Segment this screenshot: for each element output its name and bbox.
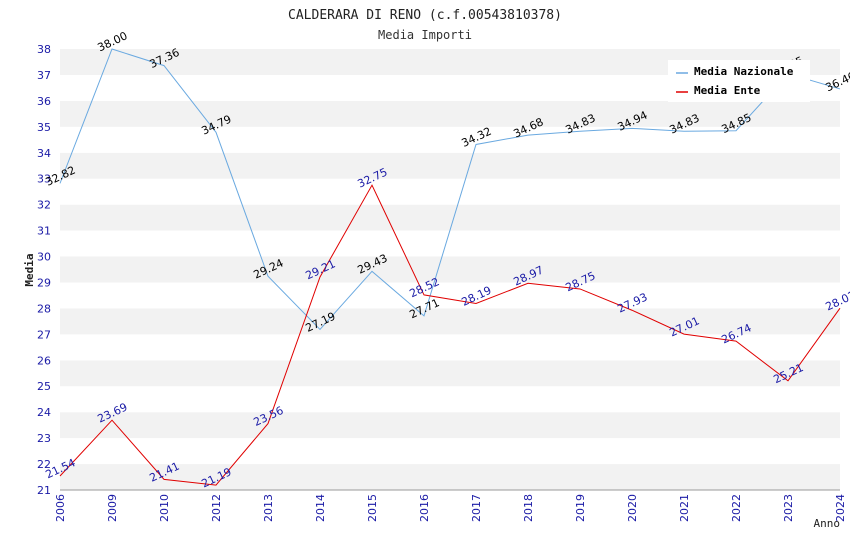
x-tick-label: 2016 — [418, 494, 431, 522]
y-tick-label: 26 — [37, 354, 51, 367]
grid-band — [60, 334, 840, 361]
y-axis-label: Media — [23, 253, 36, 286]
x-tick-label: 2017 — [470, 494, 483, 522]
grid-bands — [60, 49, 840, 490]
x-axis-label: Anno — [814, 517, 841, 530]
y-tick-label: 23 — [37, 432, 51, 445]
y-tick-label: 29 — [37, 276, 51, 289]
grid-band — [60, 256, 840, 283]
x-tick-label: 2018 — [522, 494, 535, 522]
grid-band — [60, 386, 840, 413]
legend-label-media-nazionale: Media Nazionale — [694, 65, 794, 78]
x-tick-label: 2020 — [626, 494, 639, 522]
chart-subtitle: Media Importi — [378, 28, 472, 42]
x-tick-label: 2021 — [678, 494, 691, 522]
x-tick-label: 2009 — [106, 494, 119, 522]
y-tick-label: 34 — [37, 147, 51, 160]
legend: Media Nazionale Media Ente — [668, 60, 810, 102]
legend-label-media-ente: Media Ente — [694, 84, 761, 97]
x-tick-label: 2014 — [314, 494, 327, 522]
y-tick-label: 25 — [37, 380, 51, 393]
x-tick-label: 2012 — [210, 494, 223, 522]
y-tick-label: 31 — [37, 225, 51, 238]
grid-band — [60, 282, 840, 309]
grid-band — [60, 100, 840, 127]
y-tick-label: 22 — [37, 458, 51, 471]
x-tick-label: 2015 — [366, 494, 379, 522]
y-tick-label: 37 — [37, 69, 51, 82]
series-line-media-nazionale — [59, 48, 841, 331]
grid-band — [60, 152, 840, 179]
x-axis-ticks: 2006 2009 2010 2012 2013 2014 2015 2016 2017 2018… — [54, 494, 847, 522]
x-tick-label: 2006 — [54, 494, 67, 522]
y-tick-label: 28 — [37, 302, 51, 315]
grid-band — [60, 178, 840, 205]
x-tick-label: 2019 — [574, 494, 587, 522]
chart-title: CALDERARA DI RENO (c.f.00543810378) — [288, 8, 562, 23]
x-tick-label: 2013 — [262, 494, 275, 522]
y-tick-label: 21 — [37, 484, 51, 497]
y-axis-ticks: 21 22 23 24 25 26 27 28 29 30 31 32 33 34 35 36 37 38 — [37, 43, 51, 497]
x-tick-label: 2024 — [834, 494, 847, 522]
grid-band — [60, 464, 840, 490]
y-tick-label: 27 — [37, 328, 51, 341]
y-tick-label: 32 — [37, 199, 51, 212]
x-tick-label: 2023 — [782, 494, 795, 522]
y-tick-label: 30 — [37, 251, 51, 264]
x-tick-label: 2022 — [730, 494, 743, 522]
grid-band — [60, 204, 840, 231]
grid-band — [60, 360, 840, 387]
y-tick-label: 36 — [37, 95, 51, 108]
y-tick-label: 38 — [37, 43, 51, 56]
grid-band — [60, 230, 840, 257]
series-line-media-ente — [59, 184, 841, 486]
x-tick-label: 2010 — [158, 494, 171, 522]
series-lines — [59, 48, 841, 486]
grid-band — [60, 308, 840, 335]
y-tick-label: 35 — [37, 121, 51, 134]
y-tick-label: 24 — [37, 406, 51, 419]
grid-band — [60, 438, 840, 465]
legend-box — [668, 60, 810, 102]
y-tick-label: 33 — [37, 173, 51, 186]
grid-band — [60, 412, 840, 439]
